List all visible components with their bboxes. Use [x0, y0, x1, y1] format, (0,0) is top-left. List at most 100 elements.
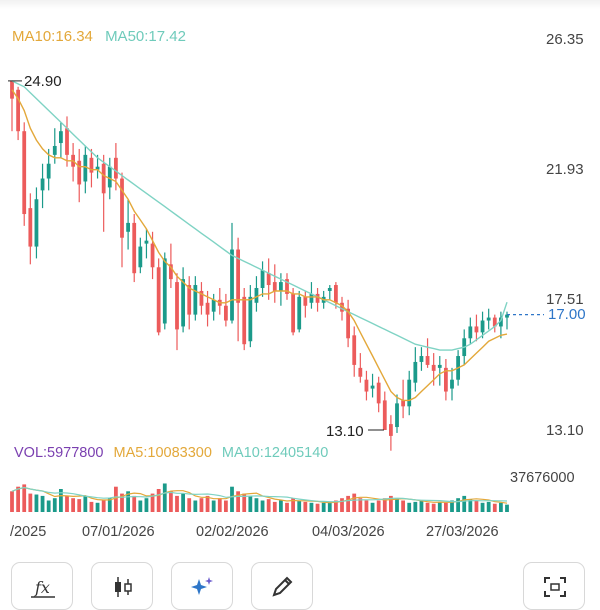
- price-axis-label-3: 17.51: [546, 291, 584, 308]
- x-label-2: 07/01/2026: [82, 524, 155, 540]
- volume-bar: [388, 495, 393, 512]
- ai-analysis-button[interactable]: [171, 562, 233, 610]
- high-price-annotation: 24.90: [24, 73, 62, 90]
- price-axis-label-2: 21.93: [546, 161, 584, 178]
- candle-body: [376, 382, 381, 404]
- x-label-4: 04/03/2026: [312, 524, 385, 540]
- candle-body: [315, 293, 320, 303]
- last-price-label: 17.00: [548, 306, 586, 323]
- volume-bar: [156, 489, 161, 512]
- volume-bar: [376, 500, 381, 512]
- volume-ma5-line: [11, 486, 508, 504]
- candle-body: [352, 335, 357, 365]
- candle-body: [425, 356, 430, 365]
- volume-bar: [242, 493, 247, 512]
- volume-bar: [266, 499, 271, 512]
- price-chart[interactable]: [0, 0, 600, 545]
- candle-body: [132, 222, 137, 274]
- volume-bar: [223, 500, 228, 512]
- candle-body: [492, 317, 497, 327]
- volume-bar: [333, 500, 338, 512]
- candle-body: [181, 279, 186, 327]
- ma10-line: [11, 89, 508, 402]
- chart-type-button[interactable]: [91, 562, 153, 610]
- volume-bar: [107, 498, 112, 512]
- candle-body: [150, 243, 155, 268]
- candle-body: [413, 361, 418, 383]
- x-label-1: /2025: [10, 524, 47, 540]
- volume-bar: [28, 493, 33, 512]
- volume-bar: [65, 495, 69, 512]
- volume-bar: [480, 502, 485, 512]
- volume-bar: [486, 501, 491, 512]
- volume-bar: [352, 493, 357, 512]
- volume-bar: [285, 502, 289, 512]
- volume-bar: [364, 500, 369, 512]
- candle-body: [22, 131, 27, 215]
- candle-body: [419, 356, 424, 362]
- volume-bar: [58, 489, 63, 512]
- volume-bar: [248, 495, 253, 512]
- volume-bar: [419, 500, 424, 512]
- volume-bar: [217, 498, 222, 512]
- volume-bar: [456, 498, 461, 512]
- candle-body: [28, 208, 33, 247]
- volume-bar: [505, 504, 509, 512]
- candle-body: [162, 258, 167, 324]
- volume-bar: [474, 500, 479, 512]
- candle-body: [297, 296, 302, 330]
- candle-body: [364, 379, 369, 392]
- volume-bar: [395, 498, 399, 512]
- volume-ma10-line: [11, 486, 508, 503]
- candle-body: [254, 287, 259, 303]
- candle-body: [450, 379, 454, 389]
- volume-bar: [199, 498, 204, 512]
- candle-body: [358, 367, 363, 377]
- candle-body: [480, 320, 485, 333]
- volume-bar: [303, 501, 308, 512]
- volume-bar: [205, 495, 210, 512]
- candle-body: [388, 424, 393, 436]
- pencil-draw-icon: [272, 576, 293, 597]
- volume-legend: VOL:5977800 MA5:10083300 MA10:12405140: [14, 445, 334, 461]
- candle-body: [303, 296, 308, 306]
- candle-body: [248, 296, 253, 342]
- volume-bar: [46, 500, 51, 512]
- volume-bar: [101, 500, 106, 512]
- volume-bar: [462, 495, 467, 512]
- ma-legend: MA10:16.34 MA50:17.42: [12, 28, 194, 45]
- indicator-button[interactable]: fx: [11, 562, 73, 610]
- volume-bar: [211, 500, 216, 512]
- volume-bar: [193, 500, 198, 512]
- volume-bar: [407, 502, 412, 512]
- volume-axis-label: 37676000: [510, 470, 575, 486]
- volume-bar: [83, 495, 88, 512]
- candle-body: [144, 240, 149, 244]
- candle-body: [486, 317, 491, 321]
- candle-body: [83, 154, 88, 182]
- volume-bar: [260, 500, 265, 512]
- volume-bar: [150, 493, 155, 512]
- candle-body: [65, 128, 69, 155]
- volume-bar: [431, 503, 436, 512]
- volume-bar: [95, 502, 100, 512]
- volume-bar: [498, 502, 503, 512]
- volume-bar: [272, 501, 277, 512]
- volume-bar: [126, 491, 131, 512]
- draw-tool-button[interactable]: [251, 562, 313, 610]
- candle-body: [40, 178, 45, 191]
- candle-body: [327, 287, 332, 291]
- volume-bar: [443, 502, 448, 512]
- candle-body: [468, 326, 473, 339]
- volume-bar: [315, 503, 320, 512]
- volume-bar: [187, 498, 192, 512]
- candle-body: [199, 290, 204, 306]
- fullscreen-button[interactable]: [523, 562, 585, 610]
- x-axis-labels: /2025 07/01/2026 02/02/2026 04/03/2026 2…: [0, 524, 600, 544]
- volume-bar: [278, 500, 283, 512]
- candle-body: [260, 270, 265, 288]
- candle-body: [431, 364, 436, 371]
- volume-bar: [120, 493, 124, 512]
- volume-bar: [138, 500, 143, 512]
- volume-bar: [162, 483, 167, 512]
